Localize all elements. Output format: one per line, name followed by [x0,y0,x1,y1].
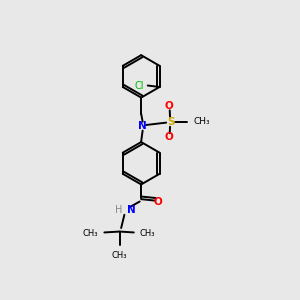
Text: O: O [165,132,173,142]
Text: CH₃: CH₃ [112,251,128,260]
Text: O: O [165,101,173,111]
Text: CH₃: CH₃ [83,229,98,238]
Text: H: H [115,205,123,215]
Text: O: O [154,197,163,207]
Text: N: N [138,121,147,131]
Text: CH₃: CH₃ [193,117,210,126]
Text: Cl: Cl [135,80,144,91]
Text: N: N [127,206,136,215]
Text: CH₃: CH₃ [140,229,155,238]
Text: S: S [167,117,174,127]
